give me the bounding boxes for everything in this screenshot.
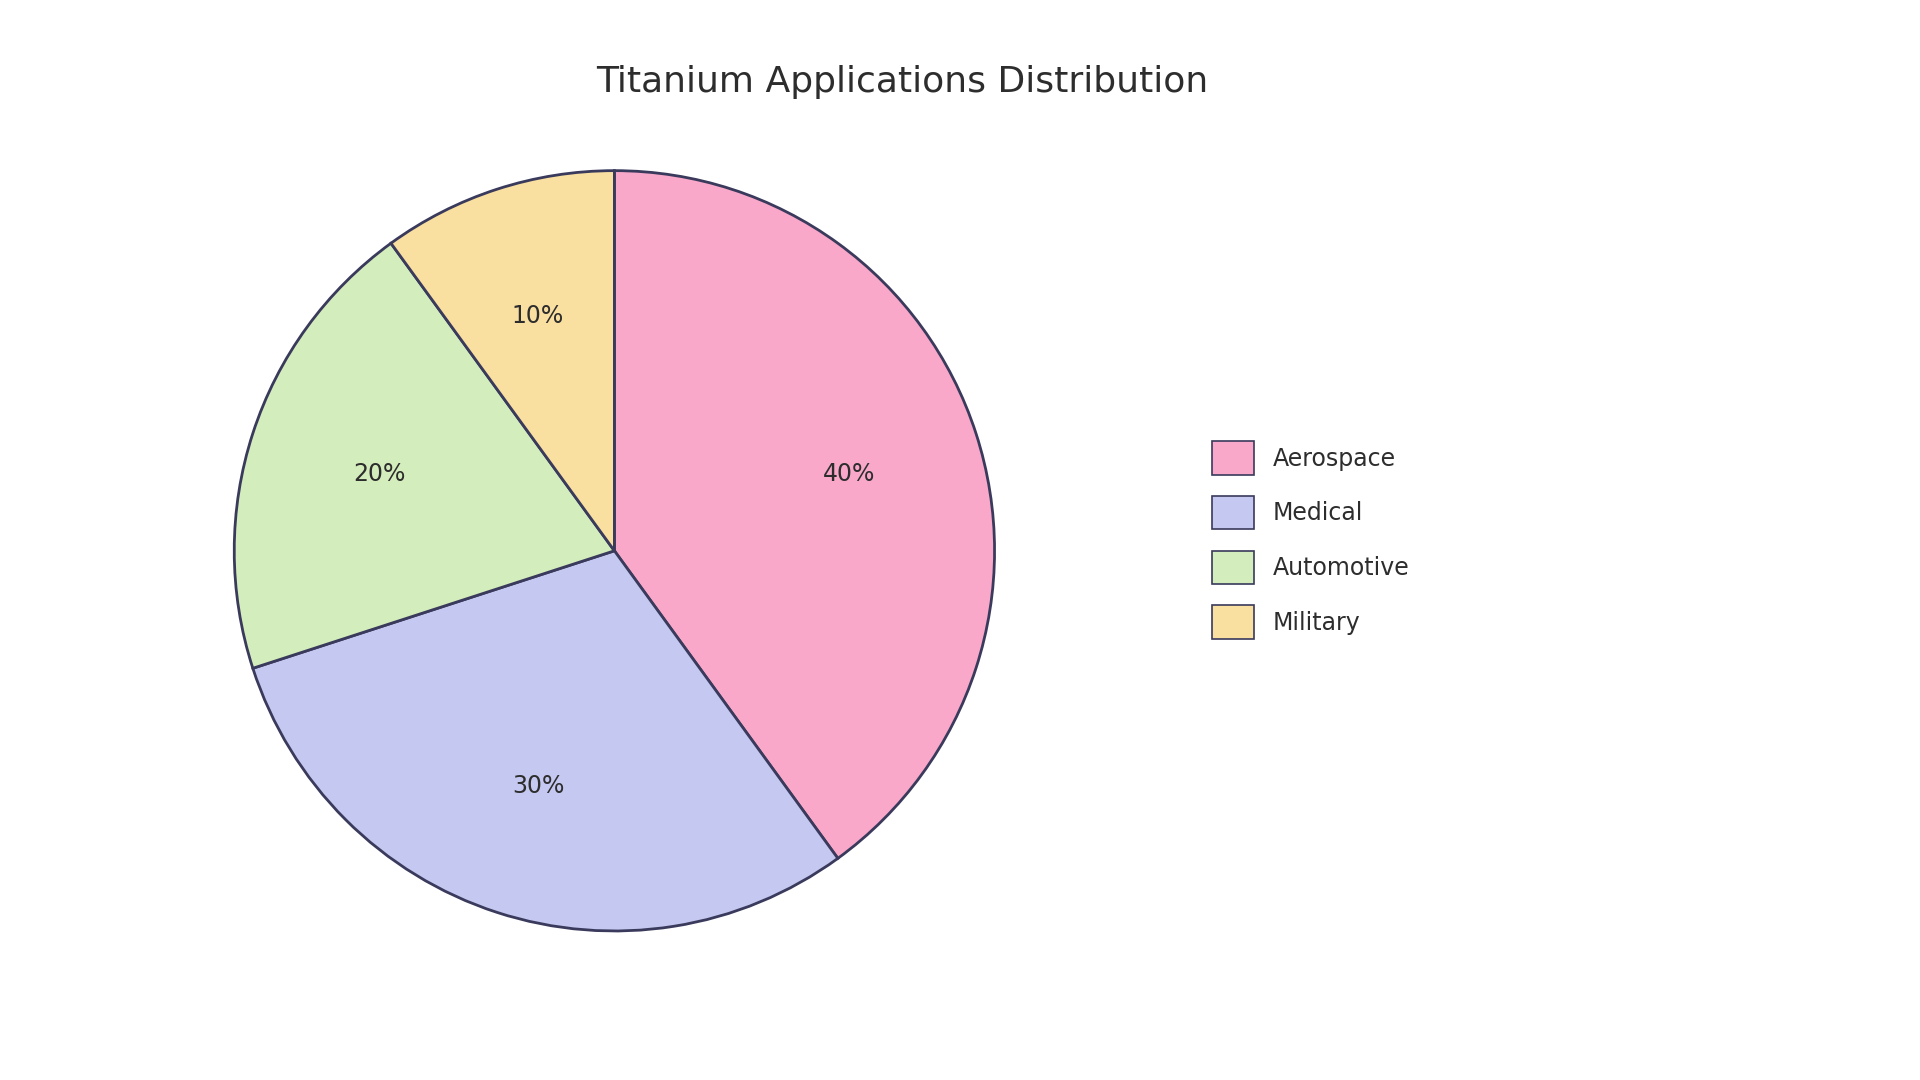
- Text: 20%: 20%: [353, 462, 405, 486]
- Wedge shape: [253, 551, 837, 931]
- Text: Titanium Applications Distribution: Titanium Applications Distribution: [597, 65, 1208, 98]
- Text: 10%: 10%: [513, 303, 564, 328]
- Text: 30%: 30%: [513, 773, 564, 798]
- Wedge shape: [234, 243, 614, 669]
- Text: 40%: 40%: [824, 462, 876, 486]
- Wedge shape: [614, 171, 995, 859]
- Wedge shape: [392, 171, 614, 551]
- Legend: Aerospace, Medical, Automotive, Military: Aerospace, Medical, Automotive, Military: [1202, 432, 1419, 648]
